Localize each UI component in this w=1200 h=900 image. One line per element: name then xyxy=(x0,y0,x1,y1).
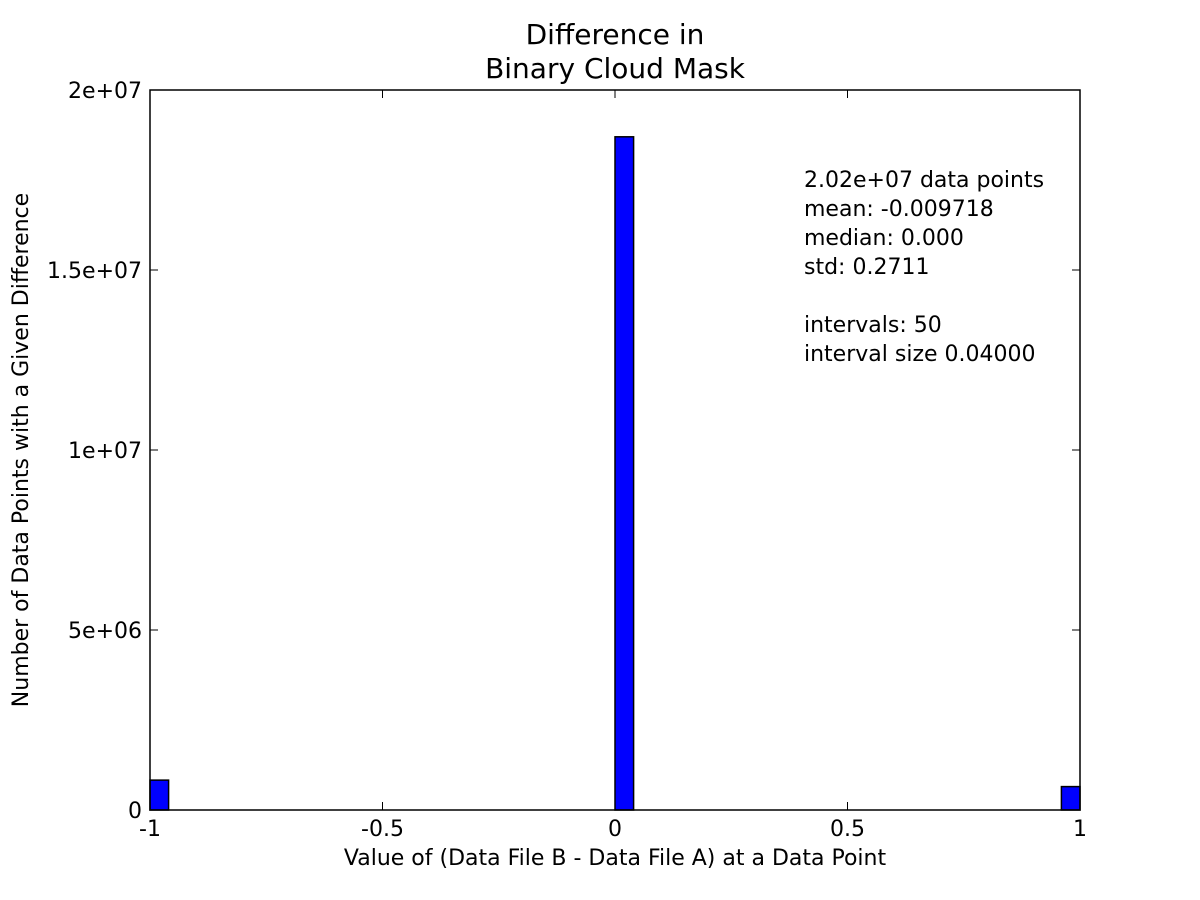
stats-line-6: interval size 0.04000 xyxy=(804,342,1036,367)
y-tick-label-3: 1.5e+07 xyxy=(47,259,142,284)
statistics-annotation: 2.02e+07 data points mean: -0.009718 media… xyxy=(804,168,1044,367)
y-tick-labels: 0 5e+06 1e+07 1.5e+07 2e+07 xyxy=(47,79,142,824)
histogram-bar-1 xyxy=(614,136,635,811)
stats-line-2: median: 0.000 xyxy=(804,226,964,251)
x-axis-label: Value of (Data File B - Data File A) at … xyxy=(344,846,887,871)
y-tick-label-2: 1e+07 xyxy=(68,439,142,464)
y-axis-label: Number of Data Points with a Given Diffe… xyxy=(9,193,34,707)
y-tick-label-1: 5e+06 xyxy=(68,619,142,644)
chart-title: Difference in Binary Cloud Mask xyxy=(485,18,746,85)
plot-area-frame xyxy=(149,89,1081,811)
x-tick-label-0: -1 xyxy=(139,817,161,842)
stats-line-0: 2.02e+07 data points xyxy=(804,168,1044,193)
y-tick-label-4: 2e+07 xyxy=(68,79,142,104)
x-tick-label-2: 0 xyxy=(608,817,622,842)
x-tick-labels: -1 -0.5 0 0.5 1 xyxy=(139,817,1087,842)
x-tick-label-1: -0.5 xyxy=(361,817,404,842)
histogram-bar-0 xyxy=(149,779,170,811)
chart-title-line-2: Binary Cloud Mask xyxy=(485,52,746,85)
stats-line-5: intervals: 50 xyxy=(804,313,942,338)
y-tick-label-0: 0 xyxy=(128,799,142,824)
x-tick-label-4: 1 xyxy=(1073,817,1087,842)
x-tick-label-3: 0.5 xyxy=(830,817,865,842)
chart-title-line-1: Difference in xyxy=(526,18,705,51)
stats-line-1: mean: -0.009718 xyxy=(804,197,994,222)
histogram-bar-2 xyxy=(1060,785,1081,811)
stats-line-3: std: 0.2711 xyxy=(804,255,929,280)
